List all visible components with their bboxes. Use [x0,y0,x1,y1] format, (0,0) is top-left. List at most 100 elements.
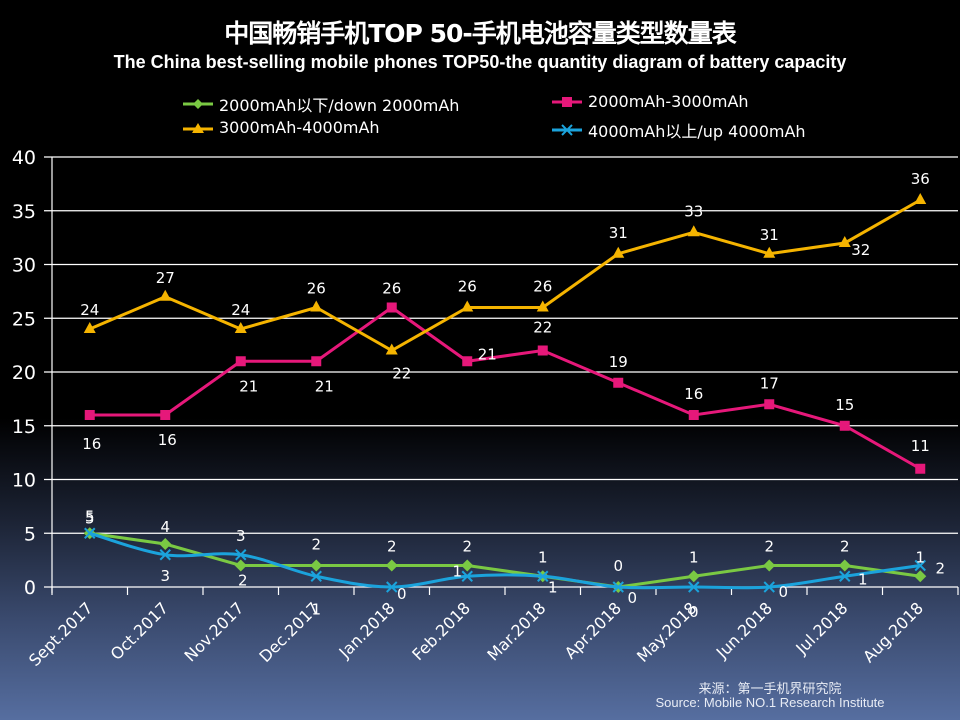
data-label: 22 [533,319,552,337]
data-label: 15 [835,396,854,414]
data-point-square [235,356,246,367]
data-point-diamond [914,570,927,583]
x-tick-label: Jul.2018 [791,598,851,658]
y-tick-label: 5 [24,523,36,545]
y-tick-label: 15 [12,416,36,438]
data-label: 5 [85,509,95,527]
x-tick-label: Sept.2017 [25,598,97,670]
data-point-triangle [310,300,323,312]
data-point-triangle [763,246,776,258]
data-label: 4 [160,518,170,536]
data-label: 27 [156,269,175,287]
data-point-square [84,410,95,420]
data-label: 0 [689,603,699,621]
data-point-square [537,345,548,356]
data-point-triangle [385,343,398,355]
data-label: 0 [627,589,637,607]
x-tick-label: Jan.2018 [335,598,399,662]
x-tick-label: Nov.2017 [181,598,248,665]
data-point-square [160,410,171,420]
legend-item-down-2000: 2000mAh以下/down 2000mAh [183,92,459,116]
y-tick-label: 10 [12,470,36,492]
legend-triangle-icon [183,122,213,133]
data-label: 21 [478,345,497,363]
data-label: 2 [311,536,321,554]
x-tick-label: Mar.2018 [483,598,549,664]
data-point-x [386,581,398,593]
x-tick-label: Feb.2018 [408,598,474,664]
data-label: 26 [382,280,401,298]
data-label: 3 [160,567,170,585]
data-point-diamond [234,559,247,572]
data-point-x [84,527,96,539]
legend: 2000mAh以下/down 2000mAh 2000mAh-3000mAh 3… [0,90,960,141]
legend-x-icon [552,124,582,136]
data-label: 11 [911,437,930,455]
data-point-x [159,549,171,561]
data-label: 2 [840,538,850,556]
data-point-diamond [159,538,172,550]
data-point-square [613,377,624,388]
data-label: 1 [452,562,462,580]
data-point-diamond [310,559,323,572]
y-tick-label: 25 [12,308,36,330]
data-label: 21 [315,377,334,395]
data-point-diamond [838,559,851,572]
data-label: 0 [397,585,407,603]
data-point-square [386,302,397,313]
data-point-square [688,410,699,420]
data-point-x [537,570,549,582]
data-label: 17 [760,374,779,392]
data-label: 24 [231,301,250,319]
data-point-triangle [83,322,96,333]
series-line-2 [89,198,921,353]
data-label: 0 [778,583,788,601]
data-point-triangle [687,225,700,237]
y-tick-label: 30 [12,255,36,277]
data-point-x [688,581,700,593]
data-label: 1 [915,548,925,566]
y-tick-label: 35 [12,201,36,223]
x-tick-label: Oct.2017 [107,598,172,663]
data-point-triangle [159,289,172,301]
y-tick-label: 0 [24,577,36,599]
data-label: 26 [307,280,326,298]
data-point-x [839,570,851,582]
legend-square-icon [552,96,582,107]
legend-diamond-icon [183,99,213,109]
legend-label: 2000mAh-3000mAh [588,92,749,111]
data-point-x [235,549,247,561]
data-label: 1 [858,570,868,588]
series-line-3 [89,531,921,590]
x-tick-label: Aug.2018 [859,598,927,666]
data-point-diamond [687,570,700,583]
data-label: 16 [684,385,703,403]
data-point-diamond [385,559,398,572]
data-point-triangle [838,236,851,247]
data-label: 26 [533,278,552,296]
x-tick-label: Apr.2018 [561,598,625,662]
data-point-triangle [612,246,625,258]
data-point-square [839,420,850,431]
data-label: 16 [158,431,177,449]
data-point-x [914,559,926,572]
data-label: 32 [851,241,870,259]
data-label: 31 [760,226,779,244]
x-tick-label: Jun.2018 [712,598,776,662]
data-point-diamond [461,559,474,572]
data-label: 0 [613,557,623,575]
data-label: 2 [238,572,248,590]
legend-label: 3000mAh-4000mAh [219,118,380,137]
legend-label: 2000mAh以下/down 2000mAh [219,96,460,115]
legend-item-2000-3000: 2000mAh-3000mAh [552,92,749,111]
data-label: 16 [82,435,101,453]
chart-title: 中国畅销手机TOP 50-手机电池容量类型数量表 [224,19,737,48]
data-label: 1 [548,578,558,596]
data-label: 2 [462,538,472,556]
y-tick-label: 20 [12,362,36,384]
data-label: 5 [85,507,95,525]
data-point-triangle [461,300,474,312]
data-label: 1 [538,548,548,566]
source-en: Source: Mobile NO.1 Research Institute [655,695,885,710]
